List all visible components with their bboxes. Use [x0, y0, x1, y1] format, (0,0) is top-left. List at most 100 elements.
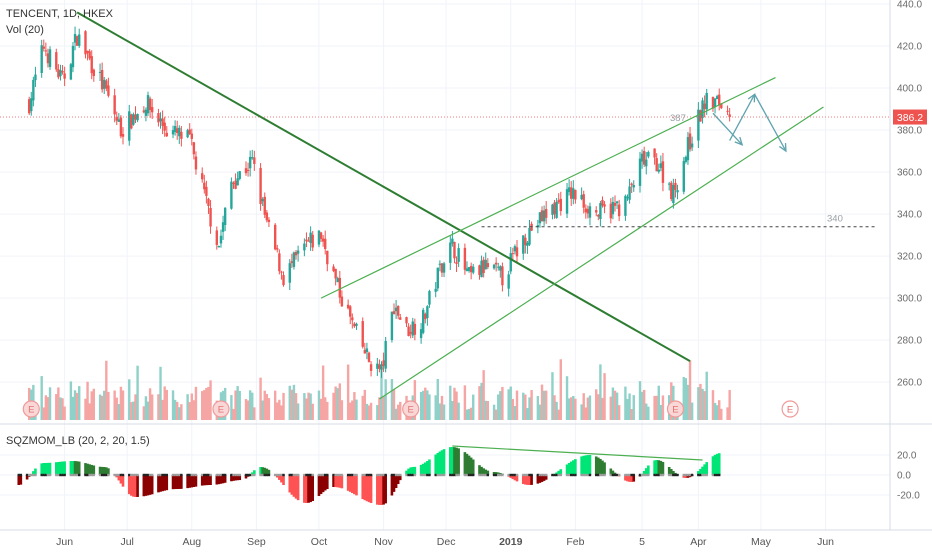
- volume-bar: [367, 405, 371, 420]
- volume-bar: [365, 403, 369, 420]
- trend-line-channel-upper[interactable]: [320, 76, 776, 299]
- volume-bar: [572, 396, 575, 420]
- volume-bar: [332, 392, 335, 420]
- momentum-bar: [469, 457, 473, 475]
- momentum-bar: [398, 475, 402, 481]
- candle-body: [98, 71, 102, 73]
- volume-bar: [353, 392, 356, 420]
- candle-body: [507, 274, 510, 289]
- earnings-marker[interactable]: E: [22, 400, 40, 418]
- squeeze-dot: [601, 473, 604, 477]
- candle-body: [338, 277, 342, 298]
- momentum-axis[interactable]: 20.0 0.0 -20.0: [897, 451, 920, 502]
- momentum-bar: [599, 458, 602, 475]
- candle-body: [497, 266, 500, 268]
- candle-body: [321, 238, 325, 242]
- squeeze-dot: [278, 473, 281, 477]
- price-axis[interactable]: 440.0 420.0 400.0 380.0 360.0 340.0 320.0 300.0…: [897, 0, 922, 389]
- candle-body: [48, 49, 52, 67]
- candle-body: [267, 219, 271, 222]
- earnings-marker[interactable]: E: [402, 400, 420, 418]
- volume-title[interactable]: Vol (20): [6, 24, 44, 36]
- candle-body: [453, 241, 456, 259]
- time-axis[interactable]: Jun Jul Aug Sep Oct Nov Dec 2019 Feb 5 Apr May Jun: [56, 536, 834, 548]
- momentum-bar: [705, 462, 709, 475]
- time-tick-label: Sep: [247, 536, 266, 548]
- candle-body: [653, 148, 656, 158]
- trend-line-downtrend[interactable]: [76, 11, 691, 363]
- momentum-bar: [382, 475, 385, 505]
- earnings-marker[interactable]: E: [212, 400, 230, 418]
- volume-bar: [513, 405, 517, 420]
- squeeze-dot: [499, 473, 502, 477]
- candle-body: [609, 203, 613, 219]
- volume-bar: [453, 387, 456, 420]
- momentum-bar: [311, 475, 315, 501]
- momentum-bar: [467, 455, 471, 475]
- candles[interactable]: [27, 26, 731, 378]
- projection-line[interactable]: [712, 112, 743, 146]
- momentum-bar: [305, 475, 308, 503]
- candle-body: [478, 265, 481, 275]
- trend-line-channel-lower[interactable]: [379, 106, 824, 400]
- candle-body: [309, 232, 312, 243]
- volume-bar: [130, 402, 133, 420]
- momentum-bar: [144, 475, 148, 496]
- volume-bar: [382, 396, 385, 420]
- candle-body: [259, 167, 262, 204]
- momentum-bar: [175, 475, 179, 489]
- momentum-bar: [557, 470, 561, 475]
- volume-bar: [292, 384, 296, 420]
- candle-body: [713, 98, 717, 107]
- squeeze-dot: [230, 473, 233, 477]
- momentum-bar: [521, 475, 525, 485]
- squeeze-dot: [334, 473, 337, 477]
- candle-body: [263, 196, 266, 215]
- projection-line[interactable]: [754, 94, 787, 152]
- candle-body: [555, 201, 558, 218]
- candle-body: [703, 103, 706, 109]
- squeeze-dot: [438, 473, 442, 477]
- projection-line[interactable]: [729, 94, 756, 141]
- squeeze-dot: [163, 473, 166, 477]
- volume-bar: [686, 384, 690, 420]
- candle-body: [121, 134, 125, 137]
- candle-body: [117, 119, 121, 122]
- symbol-title[interactable]: TENCENT, 1D, HKEX: [6, 8, 114, 20]
- squeeze-dot: [148, 473, 152, 477]
- squeeze-dot: [103, 473, 106, 477]
- indicator-title[interactable]: SQZMOM_LB (20, 2, 20, 1.5): [6, 435, 150, 447]
- volume-bar: [119, 386, 123, 420]
- candle-body: [148, 98, 152, 111]
- squeeze-dot: [311, 473, 314, 477]
- momentum-bar: [657, 460, 661, 475]
- price-tick-label: 300.0: [897, 294, 922, 305]
- squeeze-dot: [192, 473, 196, 477]
- candle-body: [570, 187, 573, 199]
- volume-bar: [467, 408, 471, 420]
- earnings-marker[interactable]: E: [666, 400, 685, 418]
- volume-bar: [524, 394, 527, 420]
- drawings[interactable]: [76, 11, 876, 400]
- candle-body: [355, 323, 358, 326]
- squeeze-dot: [405, 473, 408, 477]
- squeeze-dot: [655, 473, 658, 477]
- momentum-divergence-line[interactable]: [452, 445, 703, 461]
- earnings-marker[interactable]: E: [781, 400, 799, 418]
- squeeze-dot: [711, 473, 715, 477]
- squeeze-dot: [659, 473, 663, 477]
- candle-body: [346, 304, 350, 309]
- squeeze-dot: [88, 473, 91, 477]
- volume-bar: [338, 383, 342, 420]
- time-tick-label: 2019: [499, 536, 523, 548]
- candle-body: [697, 109, 700, 141]
- momentum-drawings[interactable]: [452, 445, 703, 461]
- momentum-bar: [188, 475, 192, 488]
- candle-body: [442, 263, 446, 273]
- volume-bar: [201, 391, 204, 420]
- volume-bar: [440, 395, 444, 420]
- volume-bar: [261, 400, 264, 420]
